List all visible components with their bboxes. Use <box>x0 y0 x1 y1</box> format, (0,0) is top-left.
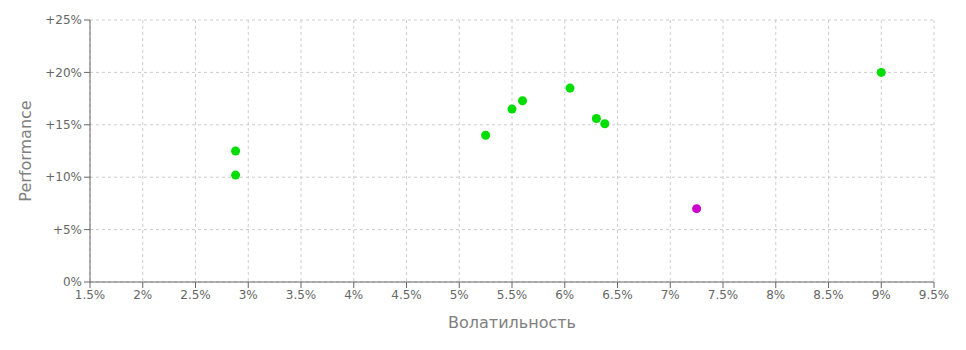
svg-text:2.5%: 2.5% <box>180 288 211 302</box>
svg-text:6%: 6% <box>555 288 574 302</box>
svg-text:7.5%: 7.5% <box>708 288 739 302</box>
svg-text:8%: 8% <box>766 288 785 302</box>
svg-text:0%: 0% <box>63 275 82 289</box>
svg-text:Волатильность: Волатильность <box>448 313 576 332</box>
svg-text:8.5%: 8.5% <box>813 288 844 302</box>
svg-text:+20%: +20% <box>45 66 82 80</box>
svg-text:3.5%: 3.5% <box>286 288 317 302</box>
svg-text:+25%: +25% <box>45 13 82 27</box>
svg-text:7%: 7% <box>661 288 680 302</box>
svg-text:4.5%: 4.5% <box>391 288 422 302</box>
svg-text:3%: 3% <box>239 288 258 302</box>
svg-text:+15%: +15% <box>45 118 82 132</box>
svg-text:+5%: +5% <box>53 223 82 237</box>
svg-text:9%: 9% <box>872 288 891 302</box>
svg-text:6.5%: 6.5% <box>602 288 633 302</box>
svg-text:9.5%: 9.5% <box>919 288 950 302</box>
svg-text:1.5%: 1.5% <box>75 288 106 302</box>
svg-text:+10%: +10% <box>45 170 82 184</box>
svg-text:2%: 2% <box>133 288 152 302</box>
svg-text:5%: 5% <box>450 288 469 302</box>
svg-text:4%: 4% <box>344 288 363 302</box>
svg-text:Performance: Performance <box>16 100 35 201</box>
svg-text:5.5%: 5.5% <box>497 288 528 302</box>
